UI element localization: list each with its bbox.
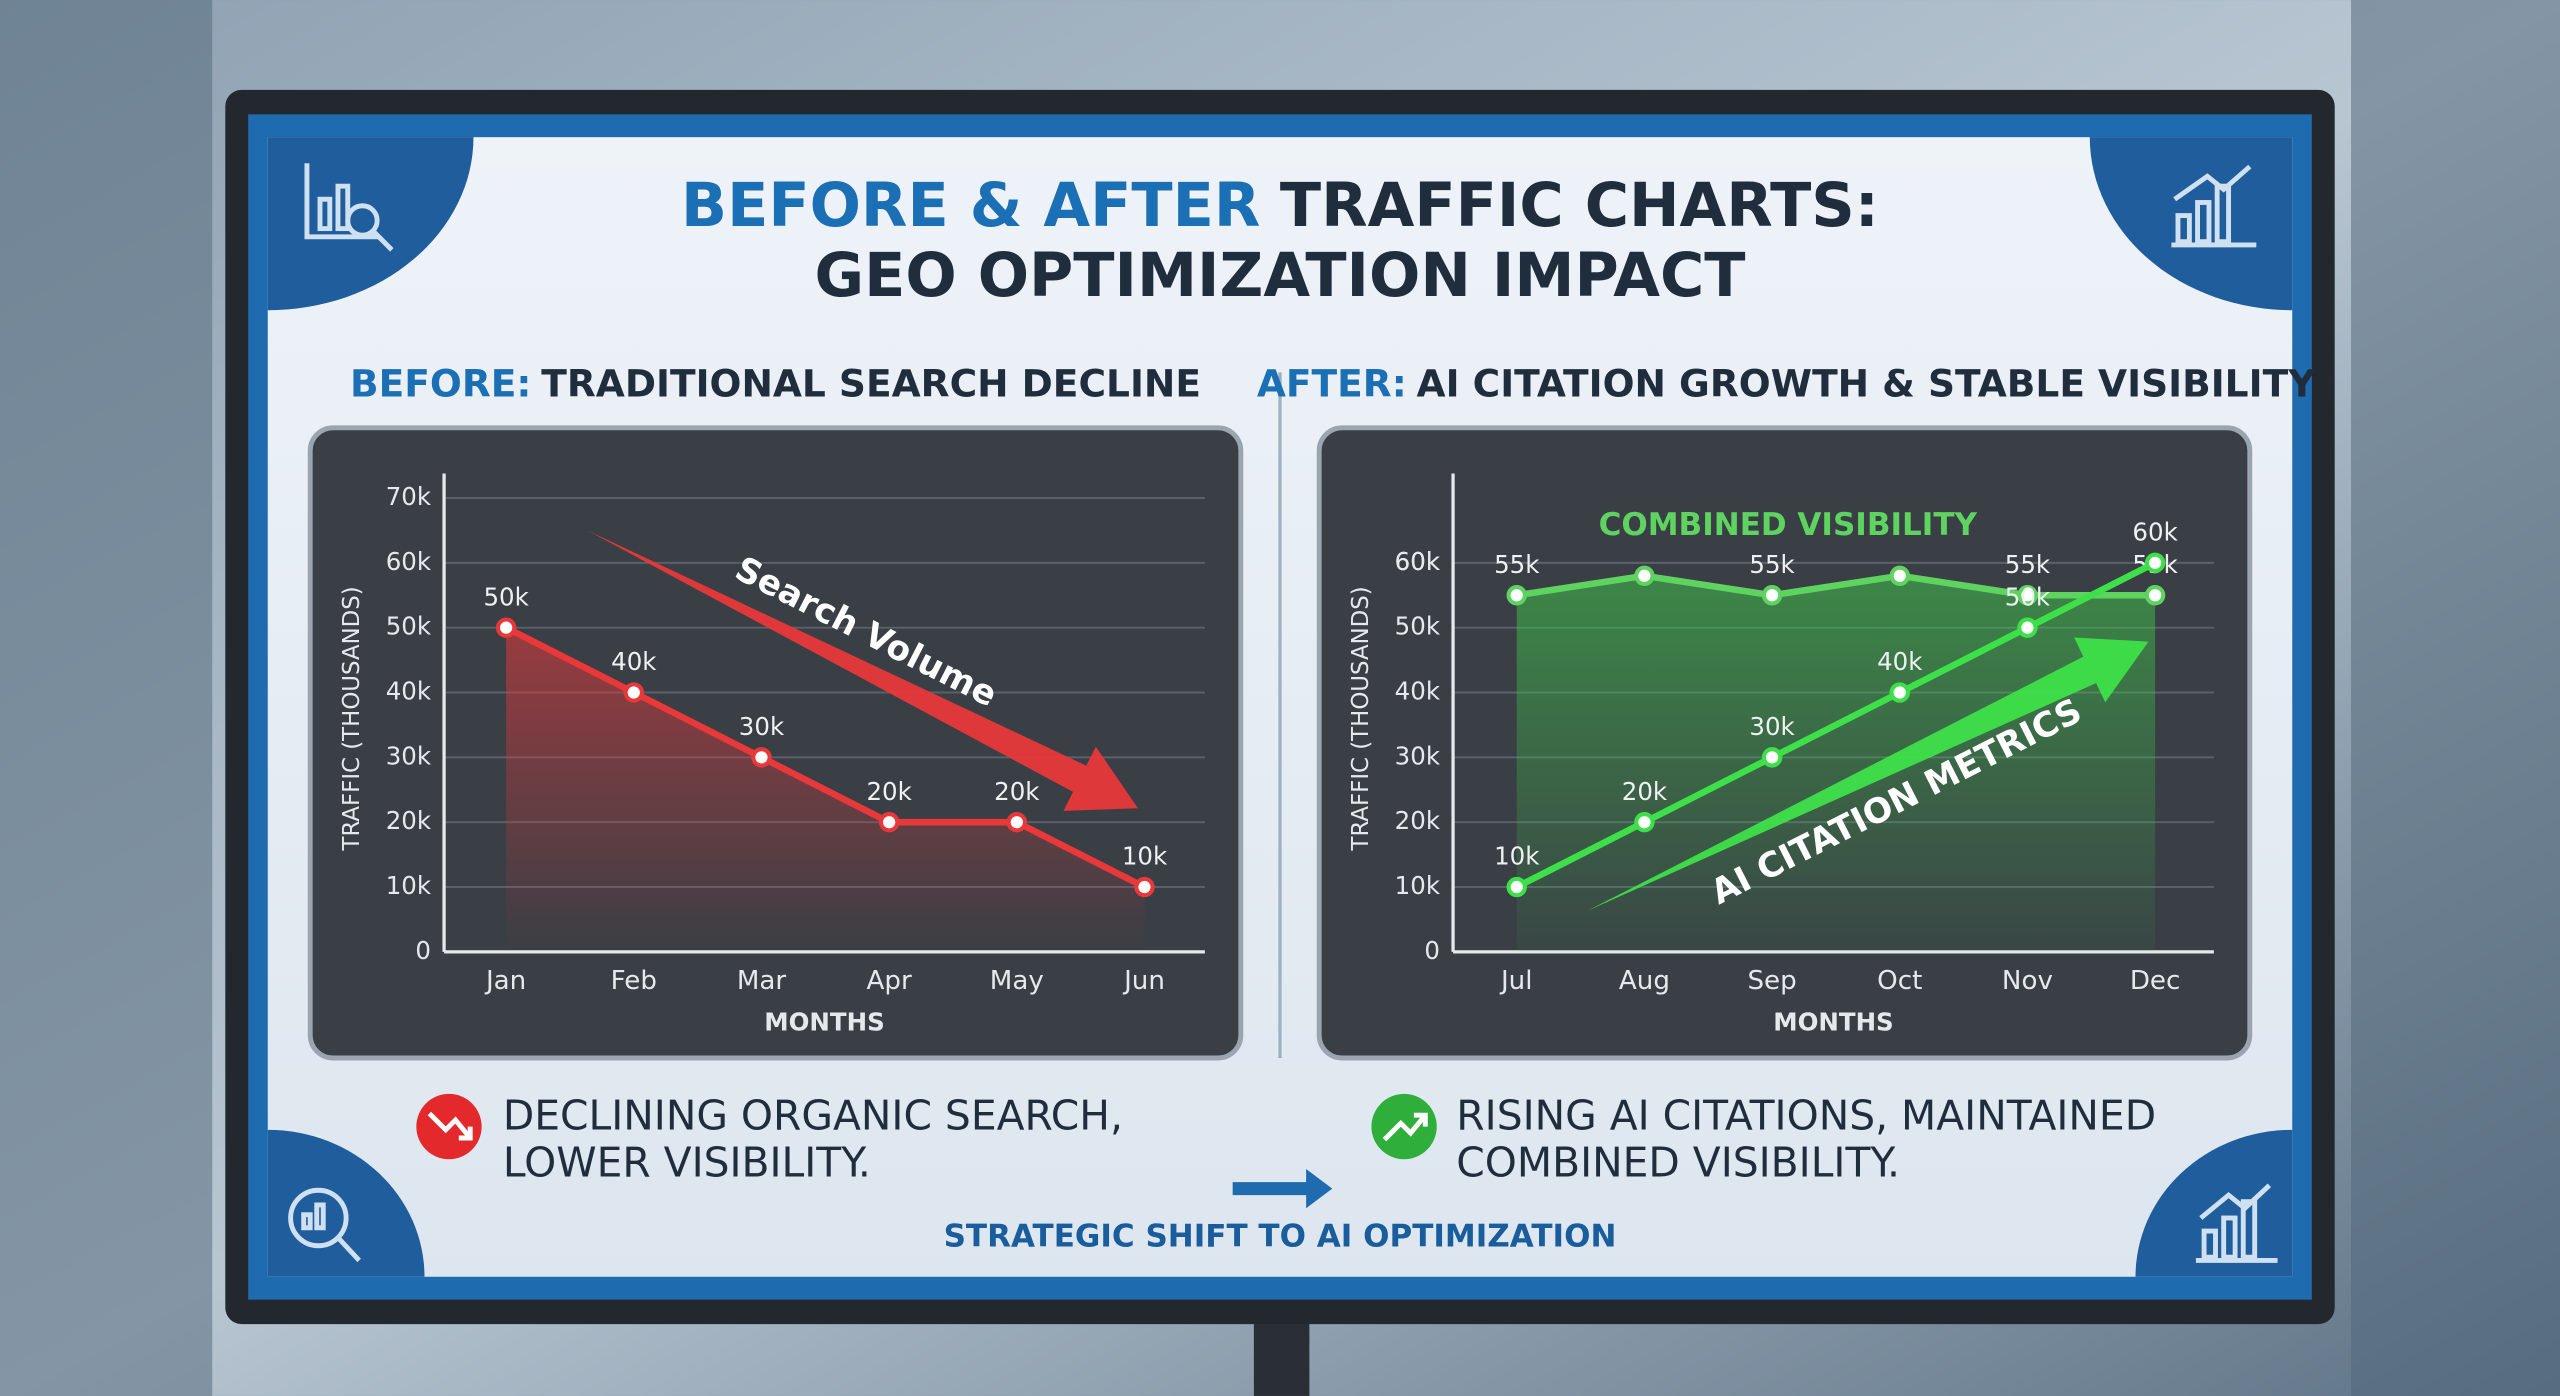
data-label: 50k — [483, 582, 529, 611]
x-tick-label: Feb — [611, 966, 657, 996]
chart-title-prefix: BEFORE: — [350, 361, 531, 405]
y-tick-label: 60k — [1395, 547, 1441, 576]
title: BEFORE & AFTER TRAFFIC CHARTS: — [681, 171, 1879, 241]
chart-panel — [307, 425, 1244, 1061]
shift-arrow — [1232, 1169, 1333, 1209]
data-label: 50k — [2005, 582, 2051, 611]
point — [878, 811, 900, 833]
y-tick-label: 50k — [1395, 612, 1441, 641]
caption: DECLINING ORGANIC SEARCH, — [503, 1091, 1123, 1139]
x-tick-label: Mar — [737, 966, 787, 996]
decline-icon-arrow — [427, 1111, 473, 1141]
data-label: 40k — [611, 647, 657, 676]
area — [506, 627, 1145, 952]
x-axis-label: MONTHS — [764, 1008, 884, 1037]
data-label: 20k — [1622, 777, 1668, 806]
point — [495, 617, 517, 638]
trend-arrow — [587, 530, 1138, 811]
growth-icon-arrow — [1382, 1112, 1428, 1142]
chart-title-text: TRADITIONAL SEARCH DECLINE — [541, 361, 1201, 405]
x-tick-label: Apr — [867, 966, 912, 996]
icon — [288, 163, 2278, 1263]
chart-title-text: AI CITATION GROWTH & STABLE VISIBILITY — [1417, 361, 2317, 405]
x-tick-label: Jun — [1122, 966, 1165, 996]
series-name: COMBINED VISIBILITY — [1599, 507, 1978, 543]
data-label: 20k — [994, 777, 1040, 806]
data-label: 30k — [1749, 712, 1795, 741]
title-text: TRAFFIC CHARTS: — [1280, 171, 1879, 241]
y-tick-label: 30k — [1395, 741, 1441, 770]
y-tick-label: 0 — [415, 936, 431, 965]
point — [1006, 811, 1028, 833]
point — [2017, 617, 2038, 638]
point — [2144, 552, 2166, 574]
caption: COMBINED VISIBILITY. — [1456, 1139, 1900, 1187]
line — [1515, 559, 2157, 890]
area — [1516, 575, 2156, 952]
y-tick-label: 40k — [1395, 677, 1441, 706]
data-label: 20k — [866, 777, 912, 806]
x-axis-label: MONTHS — [1773, 1008, 1893, 1037]
y-tick-label: 10k — [1395, 871, 1441, 900]
point — [1889, 565, 1910, 587]
caption: LOWER VISIBILITY. — [503, 1139, 871, 1187]
corner-decoration — [267, 137, 474, 311]
point — [623, 682, 645, 703]
x-tick-label: Aug — [1619, 966, 1670, 996]
title-highlight: BEFORE & AFTER — [681, 171, 1260, 241]
y-tick-label: 10k — [386, 871, 432, 900]
line — [504, 624, 1146, 890]
point — [1634, 811, 1655, 833]
point — [1634, 565, 1655, 587]
x-tick-label: Jan — [484, 966, 526, 996]
x-tick-label: Jul — [1499, 966, 1533, 996]
corner-decoration — [267, 1129, 425, 1277]
point — [1506, 876, 1527, 898]
data-label: 60k — [2132, 517, 2178, 546]
x-tick-label: Nov — [2002, 966, 2053, 996]
trend-arrow — [1586, 637, 2149, 912]
x-tick-label: May — [990, 966, 1044, 996]
data-label: 40k — [1877, 647, 1923, 676]
line — [1516, 572, 2156, 599]
y-tick-label: 60k — [386, 547, 432, 576]
footer-text: STRATEGIC SHIFT TO AI OPTIMIZATION — [944, 1219, 1617, 1255]
x-tick-label: Dec — [2130, 966, 2181, 996]
point — [2017, 585, 2038, 606]
y-tick-label: 20k — [386, 806, 432, 835]
chart-title: BEFORE: TRADITIONAL SEARCH DECLINE — [350, 361, 1201, 405]
y-axis-label: TRAFFIC (THOUSANDS) — [1348, 586, 1374, 851]
background-window — [0, 0, 213, 1396]
point — [1889, 682, 1910, 703]
data-label: 55k — [1494, 550, 1540, 579]
data-label: 55k — [2005, 550, 2051, 579]
monitor-stand — [1253, 1314, 1310, 1396]
data-label: 10k — [1494, 842, 1540, 871]
y-tick-label: 20k — [1395, 806, 1441, 835]
subtitle: GEO OPTIMIZATION IMPACT — [815, 241, 1746, 311]
y-axis-label: TRAFFIC (THOUSANDS) — [339, 586, 365, 851]
point — [1506, 585, 1527, 606]
y-tick-label: 0 — [1424, 936, 1440, 965]
y-tick-label: 30k — [386, 741, 432, 770]
point — [1761, 585, 1783, 606]
point — [1761, 747, 1783, 768]
y-tick-label: 50k — [386, 612, 432, 641]
x-tick-label: Sep — [1747, 966, 1796, 996]
caption: RISING AI CITATIONS, MAINTAINED — [1456, 1091, 2156, 1139]
data-label: 10k — [1122, 842, 1168, 871]
chart-title: AFTER: AI CITATION GROWTH & STABLE VISIBI… — [1257, 361, 2316, 405]
y-tick-label: 70k — [386, 482, 432, 511]
point — [2144, 585, 2166, 606]
x-tick-label: Oct — [1877, 966, 1922, 996]
background-window — [2351, 0, 2560, 1396]
point — [1134, 876, 1155, 898]
point — [751, 747, 772, 768]
y-tick-label: 40k — [386, 677, 432, 706]
data-label: 55k — [1749, 550, 1795, 579]
chart-title-prefix: AFTER: — [1257, 361, 1407, 405]
y-tick-label: 60k — [1395, 547, 1441, 576]
data-label: 30k — [739, 712, 785, 741]
